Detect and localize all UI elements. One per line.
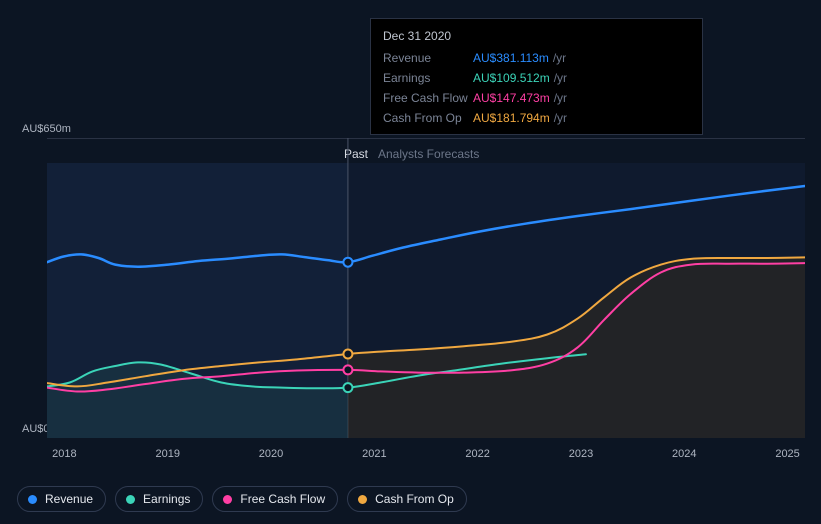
x-tick: 2020 [259, 448, 283, 460]
chart-legend: Revenue Earnings Free Cash Flow Cash From O… [17, 486, 467, 512]
x-tick: 2025 [775, 448, 799, 460]
x-tick: 2022 [465, 448, 489, 460]
tooltip-metric-value: AU$147.473m [473, 91, 550, 105]
legend-label: Revenue [45, 492, 93, 506]
tooltip-rows: RevenueAU$381.113m/yrEarningsAU$109.512m… [371, 48, 702, 128]
tooltip-metric-label: Free Cash Flow [383, 91, 473, 105]
financials-chart: AU$650m AU$0 Past Analysts Forecasts 201… [17, 0, 805, 524]
chart-plot-area[interactable] [47, 138, 805, 438]
tooltip-row: Cash From OpAU$181.794m/yr [371, 108, 702, 128]
x-tick: 2023 [569, 448, 593, 460]
x-tick: 2019 [155, 448, 179, 460]
tooltip-metric-label: Cash From Op [383, 111, 473, 125]
tooltip-row: RevenueAU$381.113m/yr [371, 48, 702, 68]
tooltip-metric-value: AU$109.512m [473, 71, 550, 85]
legend-swatch-icon [358, 495, 367, 504]
tooltip-metric-value: AU$381.113m [473, 51, 549, 65]
x-axis: 2018 2019 2020 2021 2022 2023 2024 2025 [47, 438, 805, 468]
tooltip-metric-unit: /yr [554, 111, 567, 125]
chart-svg [47, 138, 805, 438]
y-axis-bottom-label: AU$0 [22, 423, 50, 435]
legend-item-revenue[interactable]: Revenue [17, 486, 106, 512]
tooltip-row: Free Cash FlowAU$147.473m/yr [371, 88, 702, 108]
tooltip-metric-label: Earnings [383, 71, 473, 85]
tooltip-metric-value: AU$181.794m [473, 111, 550, 125]
tooltip-metric-unit: /yr [553, 51, 566, 65]
x-tick: 2018 [52, 448, 76, 460]
tooltip-date: Dec 31 2020 [371, 25, 702, 48]
tooltip-metric-unit: /yr [554, 91, 567, 105]
legend-label: Earnings [143, 492, 190, 506]
legend-label: Cash From Op [375, 492, 454, 506]
legend-swatch-icon [223, 495, 232, 504]
legend-swatch-icon [126, 495, 135, 504]
y-axis-top-label: AU$650m [22, 123, 71, 135]
x-tick: 2024 [672, 448, 696, 460]
x-tick: 2021 [362, 448, 386, 460]
legend-item-fcf[interactable]: Free Cash Flow [212, 486, 338, 512]
legend-swatch-icon [28, 495, 37, 504]
tooltip-row: EarningsAU$109.512m/yr [371, 68, 702, 88]
legend-item-cfo[interactable]: Cash From Op [347, 486, 467, 512]
legend-label: Free Cash Flow [240, 492, 325, 506]
tooltip-metric-label: Revenue [383, 51, 473, 65]
legend-item-earnings[interactable]: Earnings [115, 486, 203, 512]
tooltip-metric-unit: /yr [554, 71, 567, 85]
hover-tooltip: Dec 31 2020 RevenueAU$381.113m/yrEarning… [370, 18, 703, 135]
